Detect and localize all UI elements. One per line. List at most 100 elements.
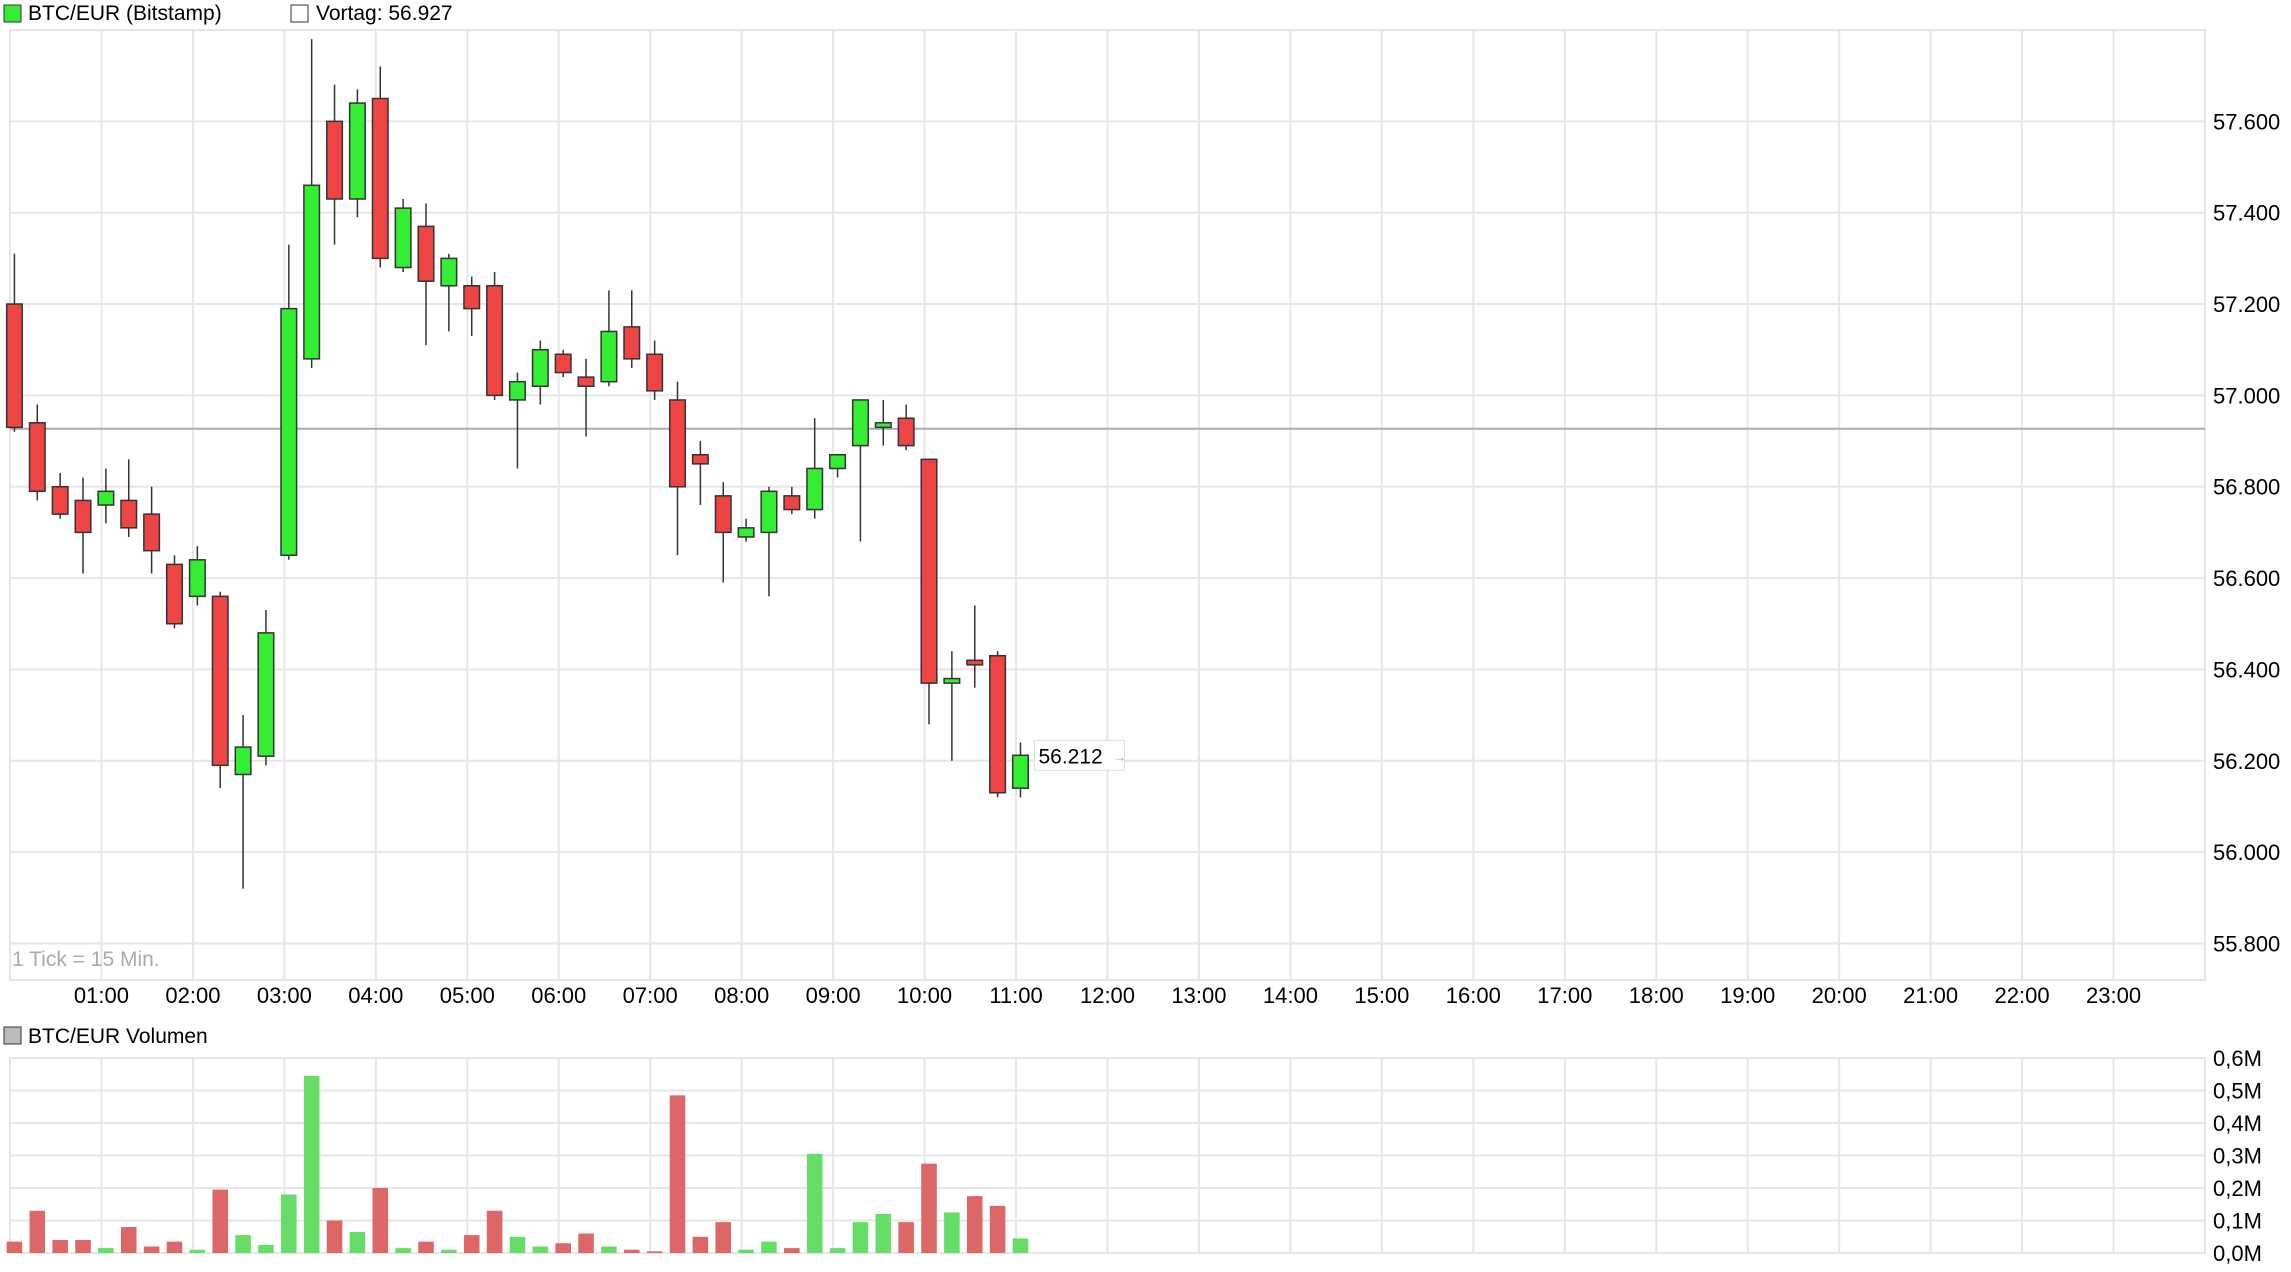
volume-axis: 0,6M 0,5M 0,4M 0,3M 0,2M 0,1M 0,0M	[2213, 1046, 2262, 1266]
candle-body	[714, 495, 732, 534]
volume-bar	[921, 1163, 937, 1253]
candle-body	[51, 485, 69, 515]
volume-bar	[189, 1249, 206, 1253]
price-tick-label: 57.000	[2213, 383, 2280, 408]
volume-bar	[1012, 1238, 1029, 1253]
volume-bar	[852, 1222, 869, 1253]
volume-bar	[303, 1075, 320, 1253]
candle-body	[143, 513, 161, 552]
tick-interval-note: 1 Tick = 15 Min.	[12, 948, 160, 971]
volume-bar	[486, 1210, 503, 1253]
last-price-label: 56.212	[1038, 745, 1102, 768]
volume-bar	[532, 1246, 549, 1253]
candle-body	[394, 207, 412, 269]
time-tick-label: 02:00	[165, 983, 220, 1008]
price-legend-swatch	[3, 4, 22, 23]
volume-tick-label: 0,6M	[2213, 1046, 2262, 1071]
volume-legend-swatch	[3, 1026, 22, 1045]
time-tick-label: 03:00	[257, 983, 312, 1008]
time-tick-label: 10:00	[897, 983, 952, 1008]
volume-bar	[806, 1153, 823, 1253]
price-tick-label: 57.400	[2213, 201, 2280, 226]
time-tick-label: 22:00	[1995, 983, 2050, 1008]
candle-body	[943, 677, 961, 684]
candle-body	[760, 490, 778, 534]
candle-body	[326, 120, 344, 200]
volume-bar	[120, 1227, 137, 1253]
time-tick-label: 21:00	[1903, 983, 1958, 1008]
candle-body	[97, 490, 115, 506]
volume-tick-label: 0,0M	[2213, 1241, 2262, 1266]
candle-body	[28, 422, 46, 493]
candle-body	[531, 348, 549, 388]
volume-bar	[326, 1220, 343, 1253]
time-tick-label: 16:00	[1446, 983, 1501, 1008]
candle-body	[486, 285, 504, 397]
time-axis: 01:00 02:00 03:00 04:00 05:00 06:00 07:00 08:00…	[74, 983, 2141, 1008]
volume-bar	[258, 1244, 274, 1253]
volume-bar	[578, 1233, 594, 1253]
candle-body	[577, 376, 595, 388]
candles	[5, 39, 1029, 889]
candle-body	[348, 102, 366, 200]
volume-bar	[966, 1196, 983, 1253]
candle-body	[257, 632, 275, 757]
candle-body	[989, 654, 1007, 794]
price-tick-label: 56.200	[2213, 749, 2280, 774]
volume-bar	[989, 1205, 1006, 1253]
price-legend: BTC/EUR (Bitstamp) Vortag: 56.927	[3, 2, 453, 25]
candle-body	[897, 417, 915, 447]
last-price-box: 56.212 →	[1033, 739, 1126, 771]
time-tick-label: 14:00	[1263, 983, 1318, 1008]
candle-body	[280, 307, 298, 556]
candle-body	[691, 454, 709, 465]
candle-body	[303, 184, 321, 360]
volume-bar	[898, 1222, 914, 1253]
volume-bar	[601, 1246, 617, 1253]
time-tick-label: 11:00	[989, 983, 1042, 1008]
volume-bar	[463, 1235, 480, 1253]
volume-bar	[212, 1189, 228, 1253]
last-price-arrow-icon: →	[1112, 748, 1126, 764]
candle-body	[508, 380, 526, 401]
price-tick-label: 56.800	[2213, 475, 2280, 500]
candle-body	[188, 559, 206, 598]
volume-legend-label: BTC/EUR Volumen	[28, 1025, 208, 1048]
volume-bar	[761, 1241, 777, 1253]
time-tick-label: 08:00	[714, 983, 769, 1008]
candle-body	[783, 495, 801, 511]
volume-bar	[669, 1095, 686, 1253]
volume-bar	[166, 1241, 183, 1253]
prev-close-legend-label: Vortag: 56.927	[316, 2, 453, 25]
volume-bar	[624, 1249, 640, 1253]
time-tick-label: 12:00	[1080, 983, 1135, 1008]
candle-body	[440, 257, 458, 287]
price-axis: 57.600 57.400 57.200 57.000 56.800 56.600 56.4…	[2213, 109, 2280, 956]
candle-body	[165, 563, 184, 625]
volume-bar	[29, 1210, 46, 1253]
time-tick-label: 06:00	[531, 983, 586, 1008]
volume-bar	[75, 1240, 91, 1253]
volume-bar	[646, 1251, 663, 1253]
candle-body	[966, 659, 984, 666]
volume-bar	[509, 1236, 526, 1253]
price-tick-label: 56.400	[2213, 657, 2280, 682]
time-tick-label: 18:00	[1629, 983, 1684, 1008]
candle-body	[554, 353, 572, 374]
time-tick-label: 05:00	[440, 983, 495, 1008]
candle-body	[600, 330, 618, 383]
volume-tick-label: 0,2M	[2213, 1176, 2262, 1201]
candle-body	[737, 527, 755, 538]
volume-bar	[555, 1243, 571, 1253]
time-tick-label: 23:00	[2086, 983, 2141, 1008]
candle-body	[874, 422, 892, 429]
volume-tick-label: 0,4M	[2213, 1111, 2262, 1136]
last-price-rect	[1033, 739, 1125, 771]
price-tick-label: 56.600	[2213, 566, 2280, 591]
time-tick-label: 17:00	[1537, 983, 1592, 1008]
candle-body	[211, 595, 229, 767]
price-tick-label: 57.200	[2213, 292, 2280, 317]
volume-bar	[441, 1249, 457, 1253]
volume-legend: BTC/EUR Volumen	[3, 1025, 208, 1048]
